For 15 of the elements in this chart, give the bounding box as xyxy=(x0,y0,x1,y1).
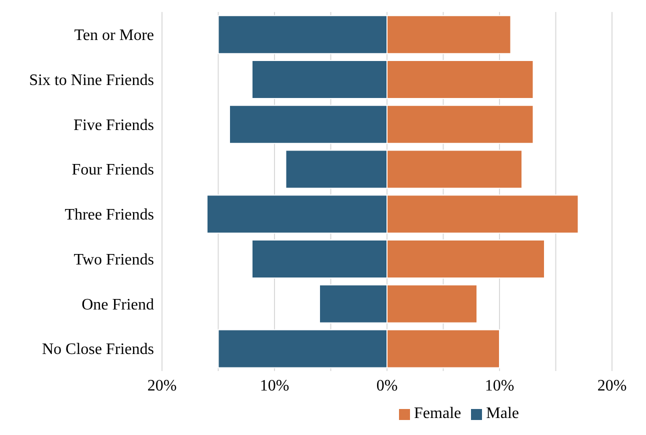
y-tick-label: No Close Friends xyxy=(42,341,154,358)
y-tick-label: One Friend xyxy=(82,296,154,314)
y-tick-label: Ten or More xyxy=(74,27,154,44)
legend-label: Female xyxy=(414,405,462,422)
y-tick-label: Four Friends xyxy=(72,162,154,179)
x-tick-label: 0% xyxy=(376,377,398,394)
x-tick-label: 20% xyxy=(597,377,627,394)
y-tick-label: Two Friends xyxy=(74,251,154,268)
legend-label: Male xyxy=(486,405,519,422)
x-tick-label: 10% xyxy=(484,377,514,394)
y-tick-label: Six to Nine Friends xyxy=(29,72,154,89)
y-tick-label: Five Friends xyxy=(74,116,154,134)
y-tick-label: Three Friends xyxy=(64,206,154,224)
x-tick-label: 20% xyxy=(147,377,177,394)
x-tick-label: 10% xyxy=(260,377,290,394)
